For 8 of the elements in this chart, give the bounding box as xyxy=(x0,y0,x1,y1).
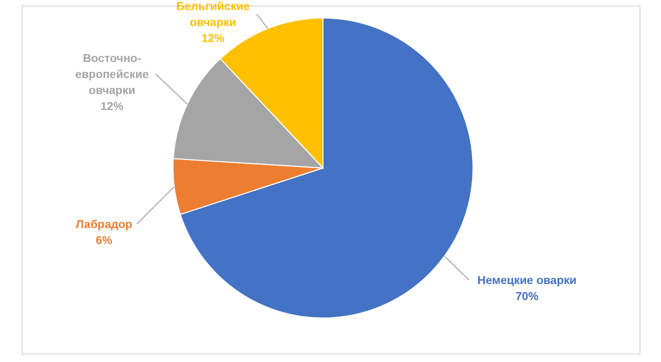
slice-label: Бельгийские овчарки xyxy=(176,1,250,29)
data-label: 70% xyxy=(515,291,539,303)
slice-label: Восточно-европейские овчарки xyxy=(75,53,149,97)
slice-label: Лабрадор xyxy=(76,219,132,231)
data-label: 12% xyxy=(201,33,225,45)
data-label: 6% xyxy=(96,235,112,247)
slice-label: Немецкие оварки xyxy=(477,275,577,287)
data-label: 12% xyxy=(100,101,124,113)
